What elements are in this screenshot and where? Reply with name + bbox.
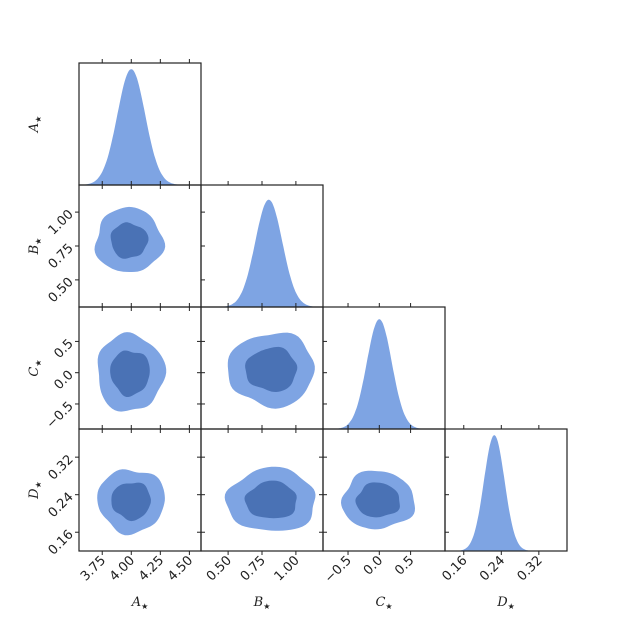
contour-inner-A-D [111, 482, 151, 522]
y-tick-label-D: 0.16 [46, 527, 77, 558]
marginal-density-A [79, 69, 201, 185]
x-axis-label-sub-B: ★ [263, 602, 270, 611]
y-axis-label-sub-A: ★ [34, 116, 43, 123]
x-tick-label-B: 0.75 [238, 553, 269, 584]
y-tick-label-D: 0.24 [46, 490, 77, 521]
contour-inner-A-C [110, 350, 150, 397]
y-tick-label-B: 0.50 [46, 275, 77, 306]
y-axis-label-C: C★ [27, 359, 43, 376]
x-tick-label-D: 0.32 [515, 553, 546, 584]
y-axis-label-A: A★ [27, 116, 43, 134]
x-axis-label-sub-A: ★ [141, 602, 148, 611]
x-tick-label-C: 0.5 [392, 553, 417, 578]
x-tick-label-A: 4.00 [107, 553, 138, 584]
x-tick-label-C: 0.0 [361, 553, 386, 578]
marginal-density-C [323, 319, 445, 429]
x-tick-label-A: 3.75 [78, 553, 109, 584]
contour-inner-B-D [244, 480, 297, 519]
x-axis-label-sub-C: ★ [385, 602, 392, 611]
y-tick-label-C: −0.5 [44, 399, 77, 432]
x-axis-label-sub-D: ★ [508, 602, 515, 611]
y-tick-label-B: 0.75 [46, 241, 77, 272]
y-axis-label-D: D★ [27, 481, 43, 500]
panel-frame-D-D [444, 428, 568, 552]
contour-inner-A-B [110, 222, 149, 259]
y-axis-label-sub-B: ★ [34, 238, 43, 245]
x-axis-label-D: D★ [496, 595, 515, 611]
x-axis-label-C: C★ [375, 595, 392, 611]
x-tick-label-C: −0.5 [322, 553, 355, 586]
x-tick-label-A: 4.25 [136, 553, 167, 584]
x-tick-label-B: 1.00 [272, 553, 303, 584]
marginal-density-D [445, 435, 567, 551]
x-tick-label-A: 4.50 [165, 553, 196, 584]
x-tick-label-D: 0.16 [440, 553, 471, 584]
x-tick-label-B: 0.50 [204, 553, 235, 584]
contour-inner-C-D [355, 482, 400, 518]
marginal-density-B [201, 199, 323, 307]
y-tick-label-C: 0.5 [51, 336, 76, 361]
y-axis-label-B: B★ [27, 238, 43, 256]
y-axis-label-sub-C: ★ [34, 359, 43, 366]
x-axis-label-B: B★ [253, 595, 271, 611]
y-axis-label-sub-D: ★ [34, 481, 43, 488]
x-tick-label-D: 0.24 [477, 553, 508, 584]
y-tick-label-C: 0.0 [51, 368, 76, 393]
x-axis-label-A: A★ [131, 595, 149, 611]
contour-inner-B-C [245, 346, 298, 392]
y-tick-label-B: 1.00 [46, 207, 77, 238]
y-tick-label-D: 0.32 [46, 452, 77, 483]
